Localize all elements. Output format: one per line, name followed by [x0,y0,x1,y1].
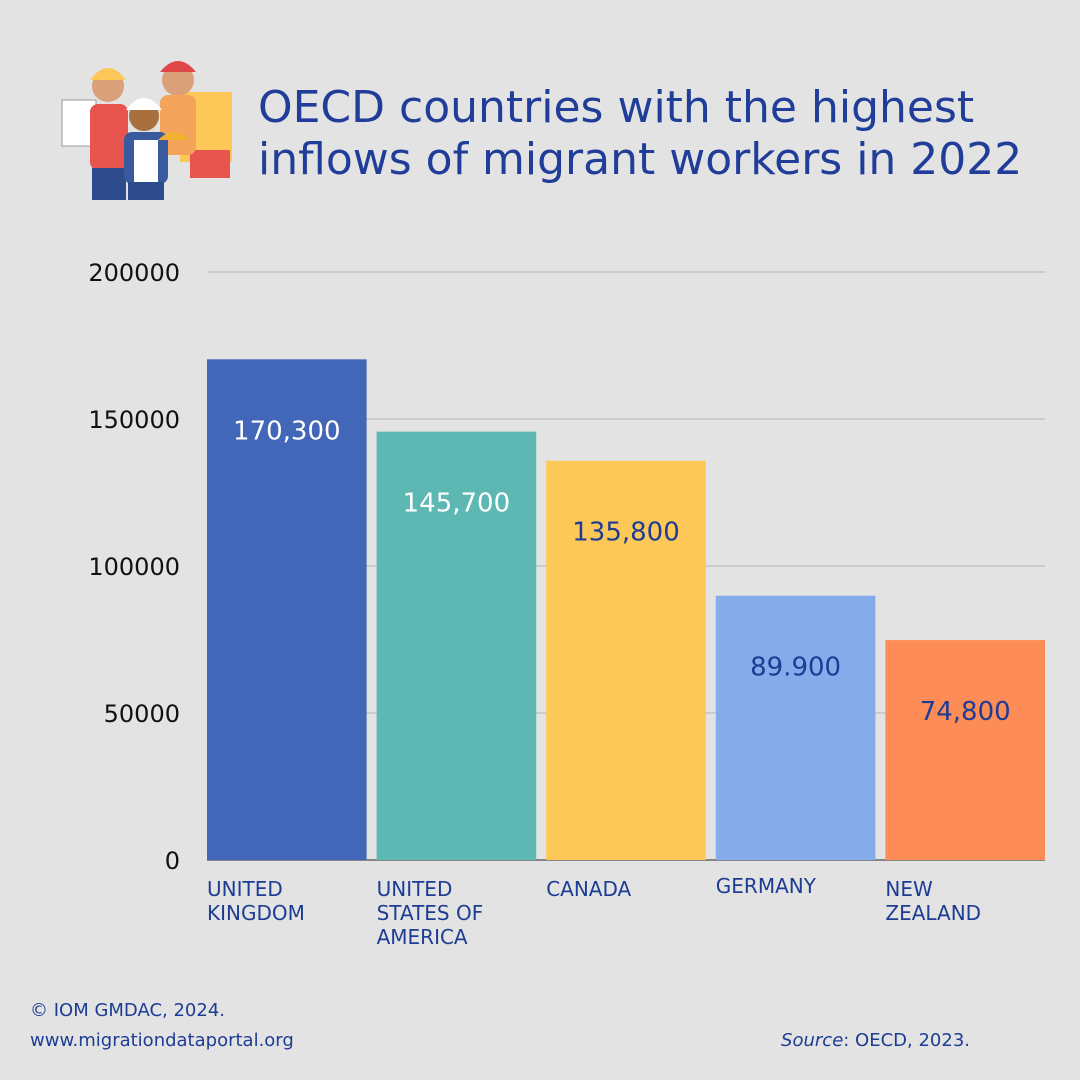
y-tick-label: 50000 [104,700,180,728]
value-label: 145,700 [403,489,511,519]
y-tick-label: 150000 [88,406,180,434]
y-tick-label: 200000 [88,259,180,287]
chart-title: OECD countries with the highest inflows … [258,82,1022,185]
credit: © IOM GMDAC, 2024. [30,1000,225,1021]
bar [715,595,876,860]
value-label: 89.900 [750,653,841,683]
bar [207,359,367,860]
bar [885,640,1045,860]
x-tick-label: NEW ZEALAND [885,877,981,925]
source-label: Source [781,1030,843,1051]
x-tick-label: CANADA [546,877,631,901]
x-tick-label: UNITED KINGDOM [207,877,305,925]
bar [376,431,537,860]
source: Source: OECD, 2023. [781,1030,970,1051]
value-label: 135,800 [572,518,680,548]
x-tick-label: GERMANY [716,874,817,898]
source-text: : OECD, 2023. [843,1030,970,1051]
y-tick-label: 0 [165,847,180,875]
x-tick-label: UNITED STATES OF AMERICA [377,877,490,949]
value-label: 74,800 [920,697,1011,727]
value-label: 170,300 [233,416,341,446]
workers-illustration [61,61,232,200]
bar [546,460,706,860]
y-tick-label: 100000 [88,553,180,581]
website: www.migrationdataportal.org [30,1030,294,1051]
